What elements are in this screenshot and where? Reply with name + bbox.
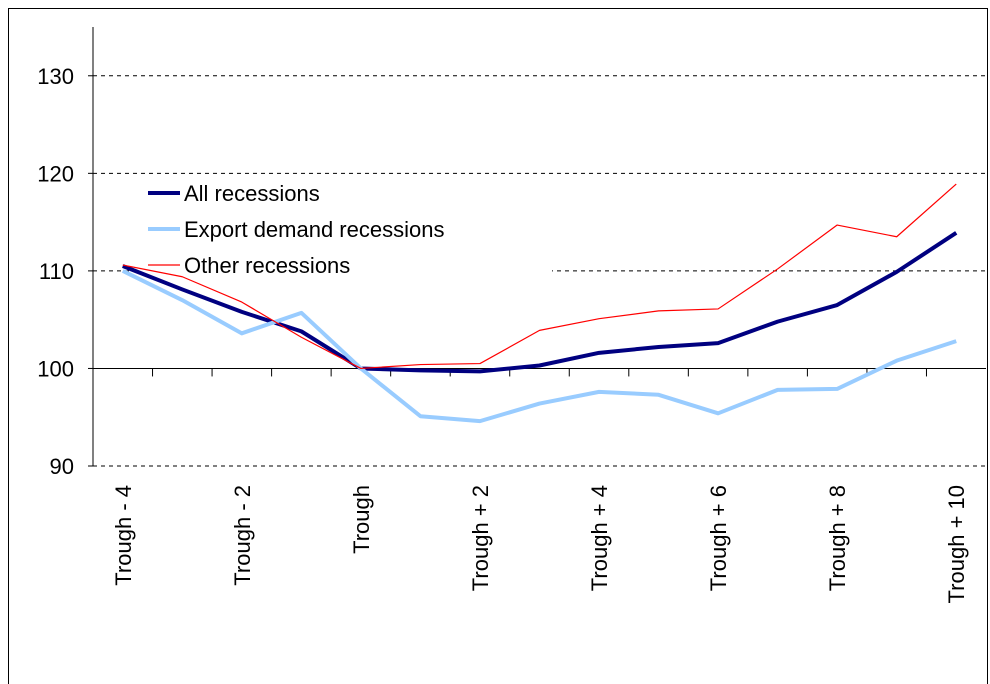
x-tick-label: Trough + 10: [944, 485, 969, 603]
chart-frame: [8, 8, 988, 684]
legend-label: All recessions: [184, 181, 320, 206]
x-tick-label: Trough + 8: [825, 485, 850, 591]
x-tick-label: Trough + 4: [587, 485, 612, 591]
x-tick-label: Trough - 4: [111, 485, 136, 586]
y-tick-label: 110: [39, 259, 74, 284]
series-line: [122, 183, 957, 370]
series-line: [121, 269, 957, 424]
legend-label: Export demand recessions: [184, 217, 444, 242]
x-tick-label: Trough: [349, 485, 374, 554]
y-tick-label: 90: [50, 454, 74, 479]
x-tick-label: Trough + 2: [468, 485, 493, 591]
y-tick-label: 130: [37, 64, 74, 89]
legend-background: [140, 176, 552, 286]
x-tick-label: Trough - 2: [230, 485, 255, 586]
x-tick-label: Trough + 6: [706, 485, 731, 591]
series-line: [122, 231, 958, 374]
legend-label: Other recessions: [184, 253, 350, 278]
y-tick-label: 100: [37, 356, 74, 381]
y-tick-label: 120: [37, 161, 74, 186]
